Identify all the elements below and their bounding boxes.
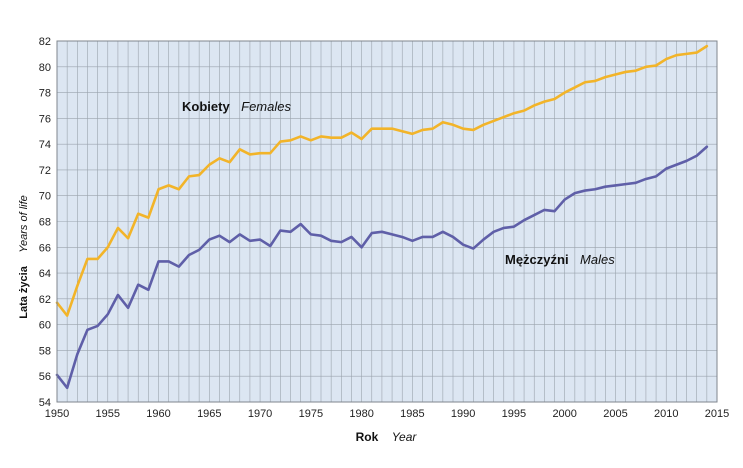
x-tick-label: 2010 [654, 408, 678, 420]
x-tick-labels: 1950 1955 1960 1965 1970 1975 1980 1985 1990 1995… [45, 408, 729, 420]
series-lines [55, 44, 709, 390]
y-tick-label: 76 [39, 113, 51, 125]
y-tick-label: 70 [39, 191, 51, 203]
males-label-pl: Mężczyźni [505, 252, 569, 267]
x-axis-label: Rok Year [356, 428, 418, 445]
females-annotation: Kobiety Females [182, 98, 291, 115]
females-label-en: Females [241, 99, 291, 114]
y-tick-label: 78 [39, 88, 51, 100]
x-tick-label: 1960 [146, 408, 170, 420]
plot-border [56, 40, 718, 403]
x-tick-label: 1990 [451, 408, 475, 420]
y-axis-label-en: Years of life [18, 195, 30, 252]
x-tick-label: 1980 [349, 408, 373, 420]
y-tick-label: 64 [39, 268, 51, 280]
x-axis-label-en: Year [392, 430, 418, 444]
x-tick-label: 1950 [45, 408, 69, 420]
y-tick-label: 58 [39, 345, 51, 357]
y-tick-label: 74 [39, 139, 51, 151]
males-label-en: Males [580, 252, 615, 267]
females-line [55, 44, 709, 317]
y-tick-label: 82 [39, 36, 51, 48]
y-tick-label: 72 [39, 165, 51, 177]
x-tick-label: 1965 [197, 408, 221, 420]
x-tick-label: 1985 [400, 408, 424, 420]
y-tick-label: 80 [39, 62, 51, 74]
y-axis-label-pl: Lata życia [18, 265, 30, 318]
x-tick-label: 2005 [603, 408, 627, 420]
y-tick-label: 56 [39, 371, 51, 383]
x-tick-label: 1995 [502, 408, 526, 420]
x-tick-label: 2000 [552, 408, 576, 420]
males-annotation: Mężczyźni Males [505, 251, 615, 268]
y-tick-label: 60 [39, 320, 51, 332]
y-tick-label: 68 [39, 217, 51, 229]
males-line [55, 145, 709, 390]
x-tick-label: 2015 [705, 408, 729, 420]
x-axis-label-pl: Rok [356, 430, 379, 444]
x-tick-label: 1975 [299, 408, 323, 420]
y-axis-label: Lata życia Years of life [14, 195, 31, 319]
y-tick-label: 66 [39, 242, 51, 254]
y-tick-label: 62 [39, 294, 51, 306]
y-tick-label: 54 [39, 397, 51, 409]
females-label-pl: Kobiety [182, 99, 230, 114]
x-tick-label: 1955 [96, 408, 120, 420]
x-tick-label: 1970 [248, 408, 272, 420]
y-tick-labels: 54 56 58 60 62 64 66 68 70 72 74 76 78 80 82 [39, 36, 51, 409]
